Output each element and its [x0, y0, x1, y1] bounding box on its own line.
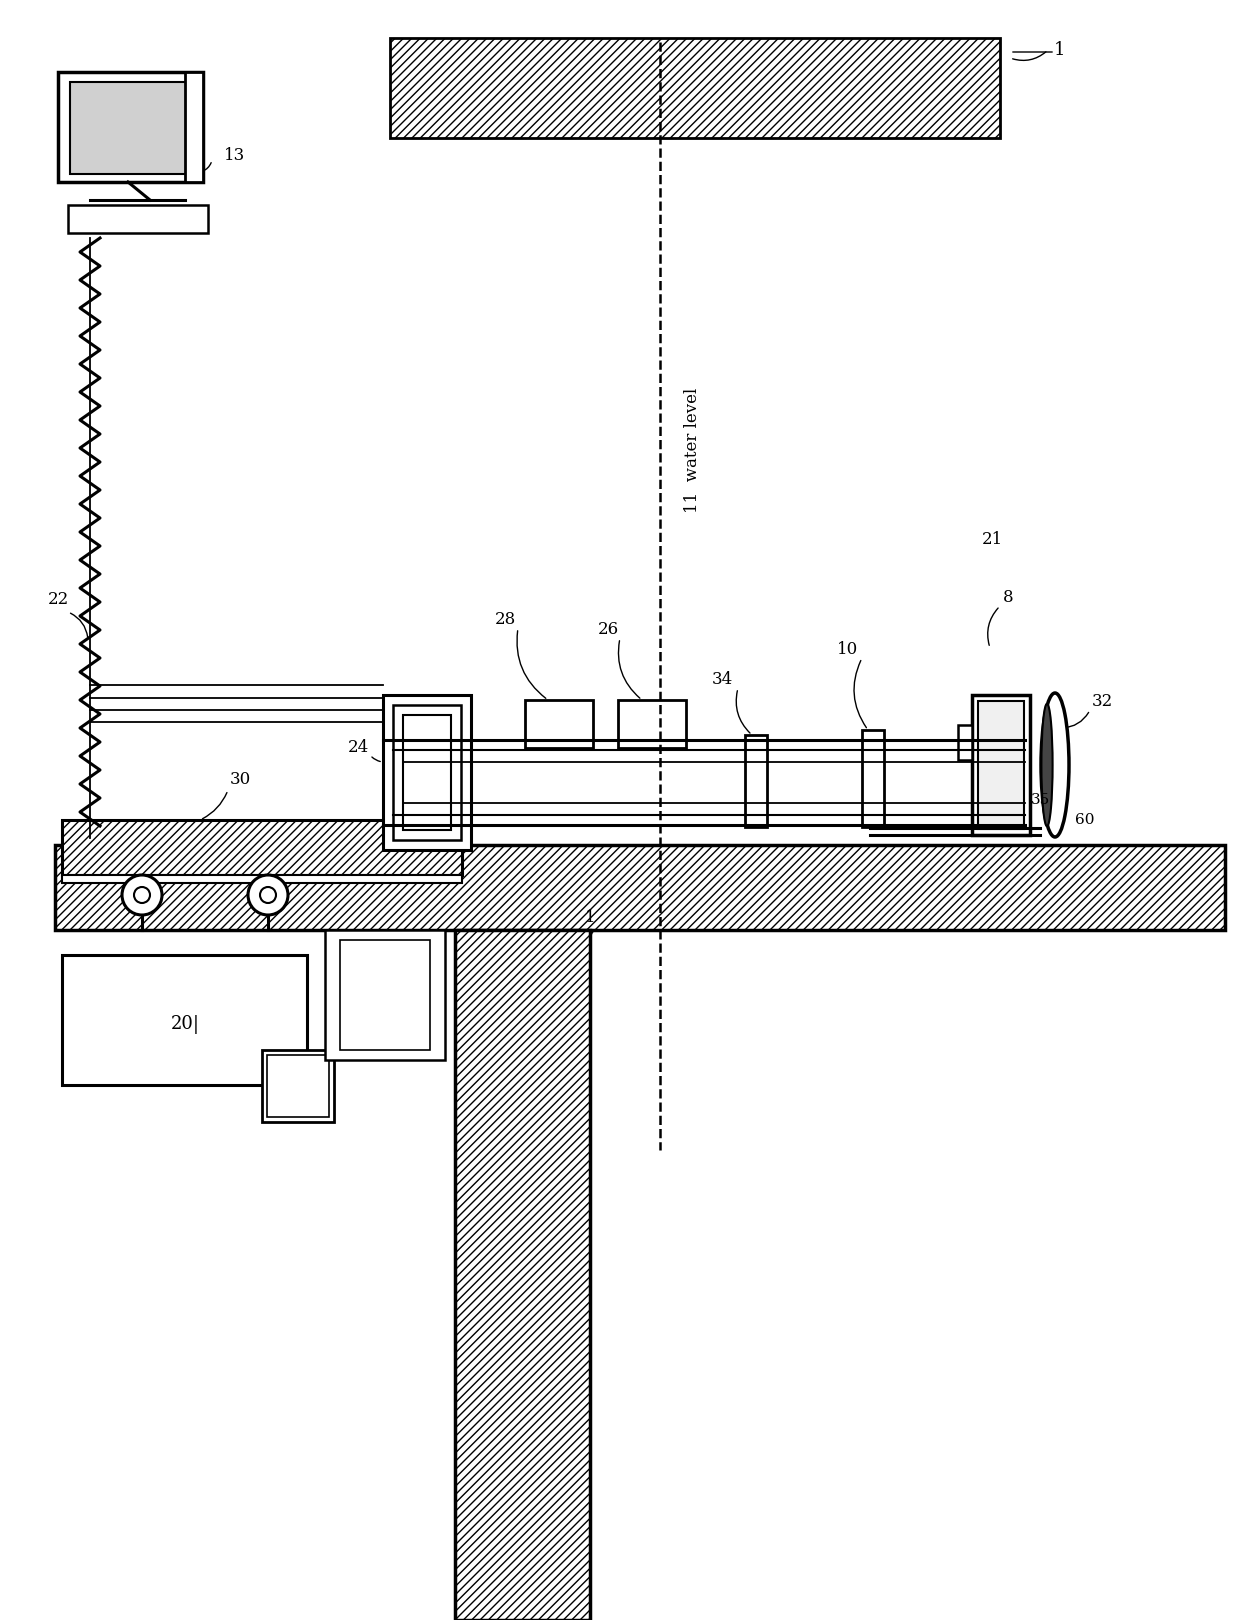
- FancyArrowPatch shape: [517, 630, 546, 698]
- Circle shape: [260, 888, 277, 902]
- Bar: [345, 940, 383, 990]
- Text: 22: 22: [47, 591, 68, 609]
- Text: 35: 35: [1030, 794, 1049, 807]
- Bar: [185, 71, 203, 181]
- Text: 1: 1: [585, 909, 595, 927]
- Bar: [55, 846, 1225, 930]
- FancyArrowPatch shape: [1013, 52, 1045, 60]
- Text: 26: 26: [598, 622, 619, 638]
- Bar: [62, 820, 463, 875]
- Circle shape: [122, 875, 162, 915]
- FancyArrowPatch shape: [372, 757, 381, 761]
- Ellipse shape: [1042, 693, 1069, 838]
- Bar: [262, 1050, 334, 1123]
- Bar: [403, 714, 451, 829]
- Text: 10: 10: [837, 642, 858, 658]
- Text: 32: 32: [1091, 693, 1112, 711]
- Text: 1: 1: [1054, 40, 1065, 58]
- Bar: [62, 875, 463, 883]
- FancyArrowPatch shape: [737, 690, 750, 734]
- Bar: [340, 940, 430, 1050]
- Text: 8: 8: [1003, 590, 1013, 606]
- Text: 13: 13: [224, 146, 246, 164]
- Bar: [325, 930, 445, 1059]
- Bar: [618, 700, 686, 748]
- Bar: [350, 990, 412, 1051]
- Bar: [959, 726, 972, 760]
- FancyArrowPatch shape: [202, 792, 227, 818]
- Bar: [978, 701, 1024, 829]
- Text: 11  water level: 11 water level: [684, 387, 701, 512]
- FancyArrowPatch shape: [71, 614, 88, 637]
- Bar: [745, 735, 768, 826]
- Bar: [58, 71, 203, 181]
- FancyArrowPatch shape: [591, 927, 598, 935]
- Text: 60: 60: [1075, 813, 1095, 826]
- Text: 24: 24: [347, 739, 368, 757]
- Ellipse shape: [1042, 703, 1053, 826]
- FancyArrowPatch shape: [202, 162, 211, 172]
- FancyArrowPatch shape: [619, 642, 640, 698]
- Bar: [350, 944, 378, 985]
- FancyArrowPatch shape: [1063, 713, 1089, 727]
- Bar: [862, 731, 884, 826]
- Text: 30: 30: [229, 771, 250, 789]
- FancyArrowPatch shape: [988, 608, 998, 645]
- Bar: [972, 695, 1030, 834]
- Bar: [383, 695, 471, 850]
- Bar: [267, 1055, 329, 1118]
- Bar: [69, 83, 190, 173]
- FancyArrowPatch shape: [854, 661, 867, 727]
- Bar: [391, 37, 999, 138]
- Bar: [355, 995, 407, 1047]
- Bar: [455, 930, 590, 1620]
- Circle shape: [134, 888, 150, 902]
- Text: 34: 34: [712, 672, 733, 688]
- Bar: [525, 700, 593, 748]
- Circle shape: [248, 875, 288, 915]
- Text: 28: 28: [495, 611, 516, 629]
- Bar: [68, 206, 208, 233]
- Text: 21: 21: [981, 531, 1003, 549]
- Bar: [62, 956, 308, 1085]
- Bar: [393, 705, 461, 841]
- Text: 20|: 20|: [171, 1016, 200, 1035]
